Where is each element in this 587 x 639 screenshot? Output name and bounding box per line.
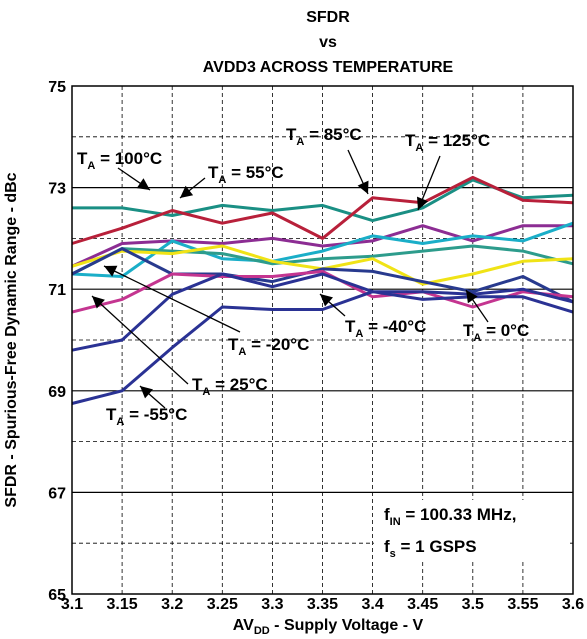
x-axis-label: AVDD - Supply Voltage - V: [233, 617, 424, 637]
arrow-ta-85-head: [357, 180, 369, 194]
series-line-4: [71, 244, 574, 276]
annotation-ta-85: TA = 85°C: [286, 125, 362, 148]
y-tick-label-0: 65: [48, 587, 66, 604]
x-tick-label-3: 3.25: [207, 596, 238, 613]
conditions-background: [374, 500, 570, 562]
annotation-ta-0: TA = 0°C: [463, 321, 529, 344]
x-tick-labels: 3.1 3.15 3.2 3.25 3.3 3.35 3.4 3.45 3.5 3.55 3.6: [61, 596, 584, 613]
y-axis-label: SFDR - Spurious-Free Dynamic Range - dBc: [3, 172, 20, 507]
annotation-ta-100: TA = 100°C: [77, 149, 162, 172]
x-tick-label-0: 3.1: [61, 596, 83, 613]
x-tick-label-9: 3.55: [507, 596, 538, 613]
annotation-ta-m20: TA = -20°C: [228, 335, 309, 358]
x-tick-label-10: 3.6: [562, 596, 584, 613]
annotation-ta-m40: TA = -40°C: [345, 317, 426, 340]
condition-fs: fs = 1 GSPS: [384, 537, 477, 560]
y-tick-label-3: 71: [48, 282, 66, 299]
x-tick-label-6: 3.4: [361, 596, 383, 613]
arrow-ta-0-head: [466, 290, 478, 304]
annotation-ta-55: TA = 55°C: [208, 163, 284, 186]
arrow-ta-m20: [103, 265, 241, 333]
annotation-ta-125: TA = 125°C: [405, 131, 490, 154]
arrow-ta-m20-head: [104, 265, 118, 277]
arrow-ta-125-head: [417, 196, 429, 210]
y-tick-labels: 65 67 69 71 73 75: [48, 79, 66, 604]
series-line-8: [71, 290, 574, 405]
arrow-ta-25: [91, 295, 189, 385]
y-tick-label-2: 69: [48, 384, 66, 401]
annotation-arrows: [91, 149, 489, 409]
series-line-2: [71, 224, 573, 268]
arrow-ta-m55-head: [140, 386, 153, 399]
series-group: [71, 175, 574, 405]
arrow-ta-100-head: [136, 178, 150, 190]
x-tick-label-7: 3.45: [407, 596, 438, 613]
annotation-ta-25: TA = 25°C: [192, 375, 268, 398]
annotation-ta-m55: TA = -55°C: [106, 405, 187, 428]
chart-title-line-1: SFDR: [306, 9, 350, 26]
y-tick-label-5: 75: [48, 79, 66, 96]
y-tick-label-4: 73: [48, 181, 66, 198]
x-tick-label-2: 3.2: [161, 596, 183, 613]
series-line-6: [71, 247, 574, 304]
arrow-ta-55-head: [180, 185, 194, 198]
series-line-7: [71, 269, 574, 314]
x-tick-label-1: 3.15: [107, 596, 138, 613]
annotations: TA = 100°C TA = 55°C TA = 85°C TA = 125°…: [77, 125, 529, 428]
x-tick-label-5: 3.35: [307, 596, 338, 613]
arrow-ta-m40-head: [320, 294, 333, 307]
chart-title-line-2: vs: [319, 34, 337, 51]
y-tick-label-1: 67: [48, 485, 66, 502]
condition-fin: fIN = 100.33 MHz,: [384, 505, 516, 528]
arrow-ta-25-head: [92, 296, 105, 309]
x-tick-label-4: 3.3: [261, 596, 283, 613]
plot-frame: [71, 85, 574, 595]
series-line-1: [71, 175, 574, 245]
test-conditions: fIN = 100.33 MHz, fs = 1 GSPS: [374, 500, 570, 562]
chart-title-line-3: AVDD3 ACROSS TEMPERATURE: [203, 59, 454, 76]
x-tick-label-8: 3.5: [462, 596, 484, 613]
series-line-9: [71, 272, 574, 352]
